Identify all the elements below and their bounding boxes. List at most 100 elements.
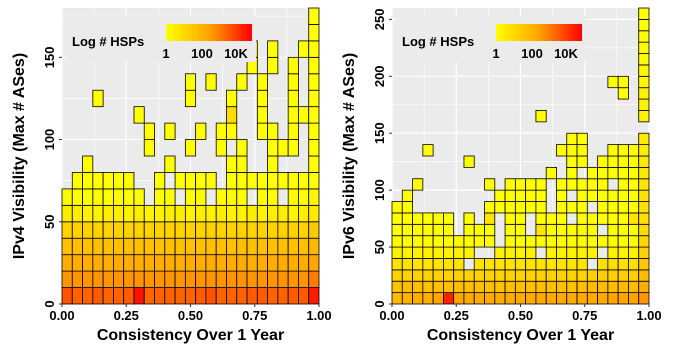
heatmap-cell — [298, 106, 310, 124]
heatmap-cell — [504, 189, 516, 202]
heatmap-cell — [535, 235, 547, 248]
heatmap-cell — [277, 237, 289, 256]
heatmap-cell — [133, 254, 145, 272]
heatmap-cell — [628, 280, 640, 294]
heatmap-cell — [412, 212, 424, 225]
y-axis-label: IPv4 Visibility (Max # ASes) — [11, 53, 28, 259]
heatmap-cell — [236, 172, 248, 190]
heatmap-cell — [494, 201, 506, 214]
heatmap-cell — [215, 237, 227, 256]
heatmap-cell — [576, 144, 588, 157]
heatmap-cell — [638, 166, 650, 180]
heatmap-cell — [597, 166, 609, 180]
heatmap-cell — [82, 188, 94, 206]
heatmap-cell — [123, 172, 135, 190]
heatmap-cell — [514, 178, 527, 191]
heatmap-cell — [494, 292, 506, 305]
heatmap-cell — [267, 221, 279, 239]
heatmap-cell — [566, 246, 578, 259]
heatmap-cell — [463, 269, 475, 282]
heatmap-cell — [566, 235, 578, 248]
heatmap-cell — [277, 287, 289, 305]
heatmap-cell — [484, 212, 496, 225]
heatmap-cell — [628, 212, 640, 225]
heatmap-cell — [607, 280, 619, 294]
y-tick-label: 200 — [372, 65, 387, 87]
heatmap-cell — [92, 287, 104, 305]
heatmap-cell — [391, 223, 403, 237]
heatmap-cell — [638, 178, 650, 191]
heatmap-cell — [164, 204, 176, 223]
heatmap-cell — [298, 254, 310, 272]
heatmap-cell — [607, 189, 619, 202]
heatmap-cell — [184, 221, 197, 239]
heatmap-cell — [391, 280, 403, 294]
heatmap-cell — [453, 269, 465, 282]
heatmap-cell — [473, 235, 485, 248]
heatmap-cell — [617, 189, 629, 202]
heatmap-cell — [638, 41, 650, 54]
heatmap-cell — [617, 178, 629, 191]
heatmap-cell — [205, 270, 217, 288]
heatmap-cell — [463, 212, 475, 225]
heatmap-cell — [143, 139, 155, 157]
heatmap-cell — [566, 280, 578, 294]
heatmap-cell — [514, 212, 527, 225]
heatmap-cell — [205, 254, 217, 272]
heatmap-cell — [184, 139, 197, 157]
heatmap-cell — [61, 221, 73, 239]
heatmap-cell — [215, 188, 227, 206]
heatmap-cell — [308, 56, 320, 75]
heatmap-cell — [164, 237, 176, 256]
y-tick-label: 50 — [372, 240, 387, 254]
heatmap-cell — [545, 269, 557, 282]
heatmap-cell — [236, 237, 248, 256]
heatmap-cell — [576, 280, 588, 294]
heatmap-cell — [607, 235, 619, 248]
heatmap-cell — [545, 166, 557, 180]
heatmap-cell — [308, 106, 320, 124]
heatmap-cell — [576, 189, 588, 202]
heatmap-cell — [287, 56, 299, 75]
heatmap-cell — [617, 201, 629, 214]
heatmap-cell — [442, 212, 455, 225]
heatmap-cell — [102, 254, 114, 272]
y-tick-label: 250 — [372, 9, 387, 31]
heatmap-cell — [473, 258, 485, 271]
heatmap-cell — [267, 172, 279, 190]
heatmap-cell — [308, 155, 320, 173]
heatmap-cell — [556, 178, 568, 191]
heatmap-cell — [576, 258, 588, 271]
heatmap-cell — [535, 223, 547, 237]
heatmap-cell — [133, 237, 145, 256]
heatmap-cell — [617, 269, 629, 282]
heatmap-cell — [597, 235, 609, 248]
heatmap-cell — [82, 204, 94, 223]
heatmap-cell — [401, 246, 413, 259]
heatmap-cell — [556, 235, 568, 248]
heatmap-cell — [256, 172, 269, 190]
heatmap-cell — [391, 269, 403, 282]
heatmap-cell — [92, 270, 104, 288]
x-tick-label: 0.25 — [114, 308, 139, 323]
heatmap-cell — [226, 221, 238, 239]
x-tick-label: 0.00 — [379, 308, 404, 323]
heatmap-cell — [226, 270, 238, 288]
heatmap-cell — [442, 223, 455, 237]
x-tick-label: 1.00 — [306, 308, 331, 323]
heatmap-cell — [586, 166, 599, 180]
heatmap-cell — [205, 221, 217, 239]
heatmap-cell — [556, 212, 568, 225]
heatmap-cell — [617, 155, 629, 168]
heatmap-cell — [638, 201, 650, 214]
heatmap-cell — [412, 223, 424, 237]
heatmap-cell — [617, 223, 629, 237]
heatmap-cell — [246, 254, 258, 272]
heatmap-cell — [586, 280, 599, 294]
heatmap-cell — [607, 212, 619, 225]
heatmap-cell — [174, 221, 186, 239]
heatmap-cell — [401, 201, 413, 214]
heatmap-cell — [256, 287, 269, 305]
heatmap-cell — [391, 201, 403, 214]
